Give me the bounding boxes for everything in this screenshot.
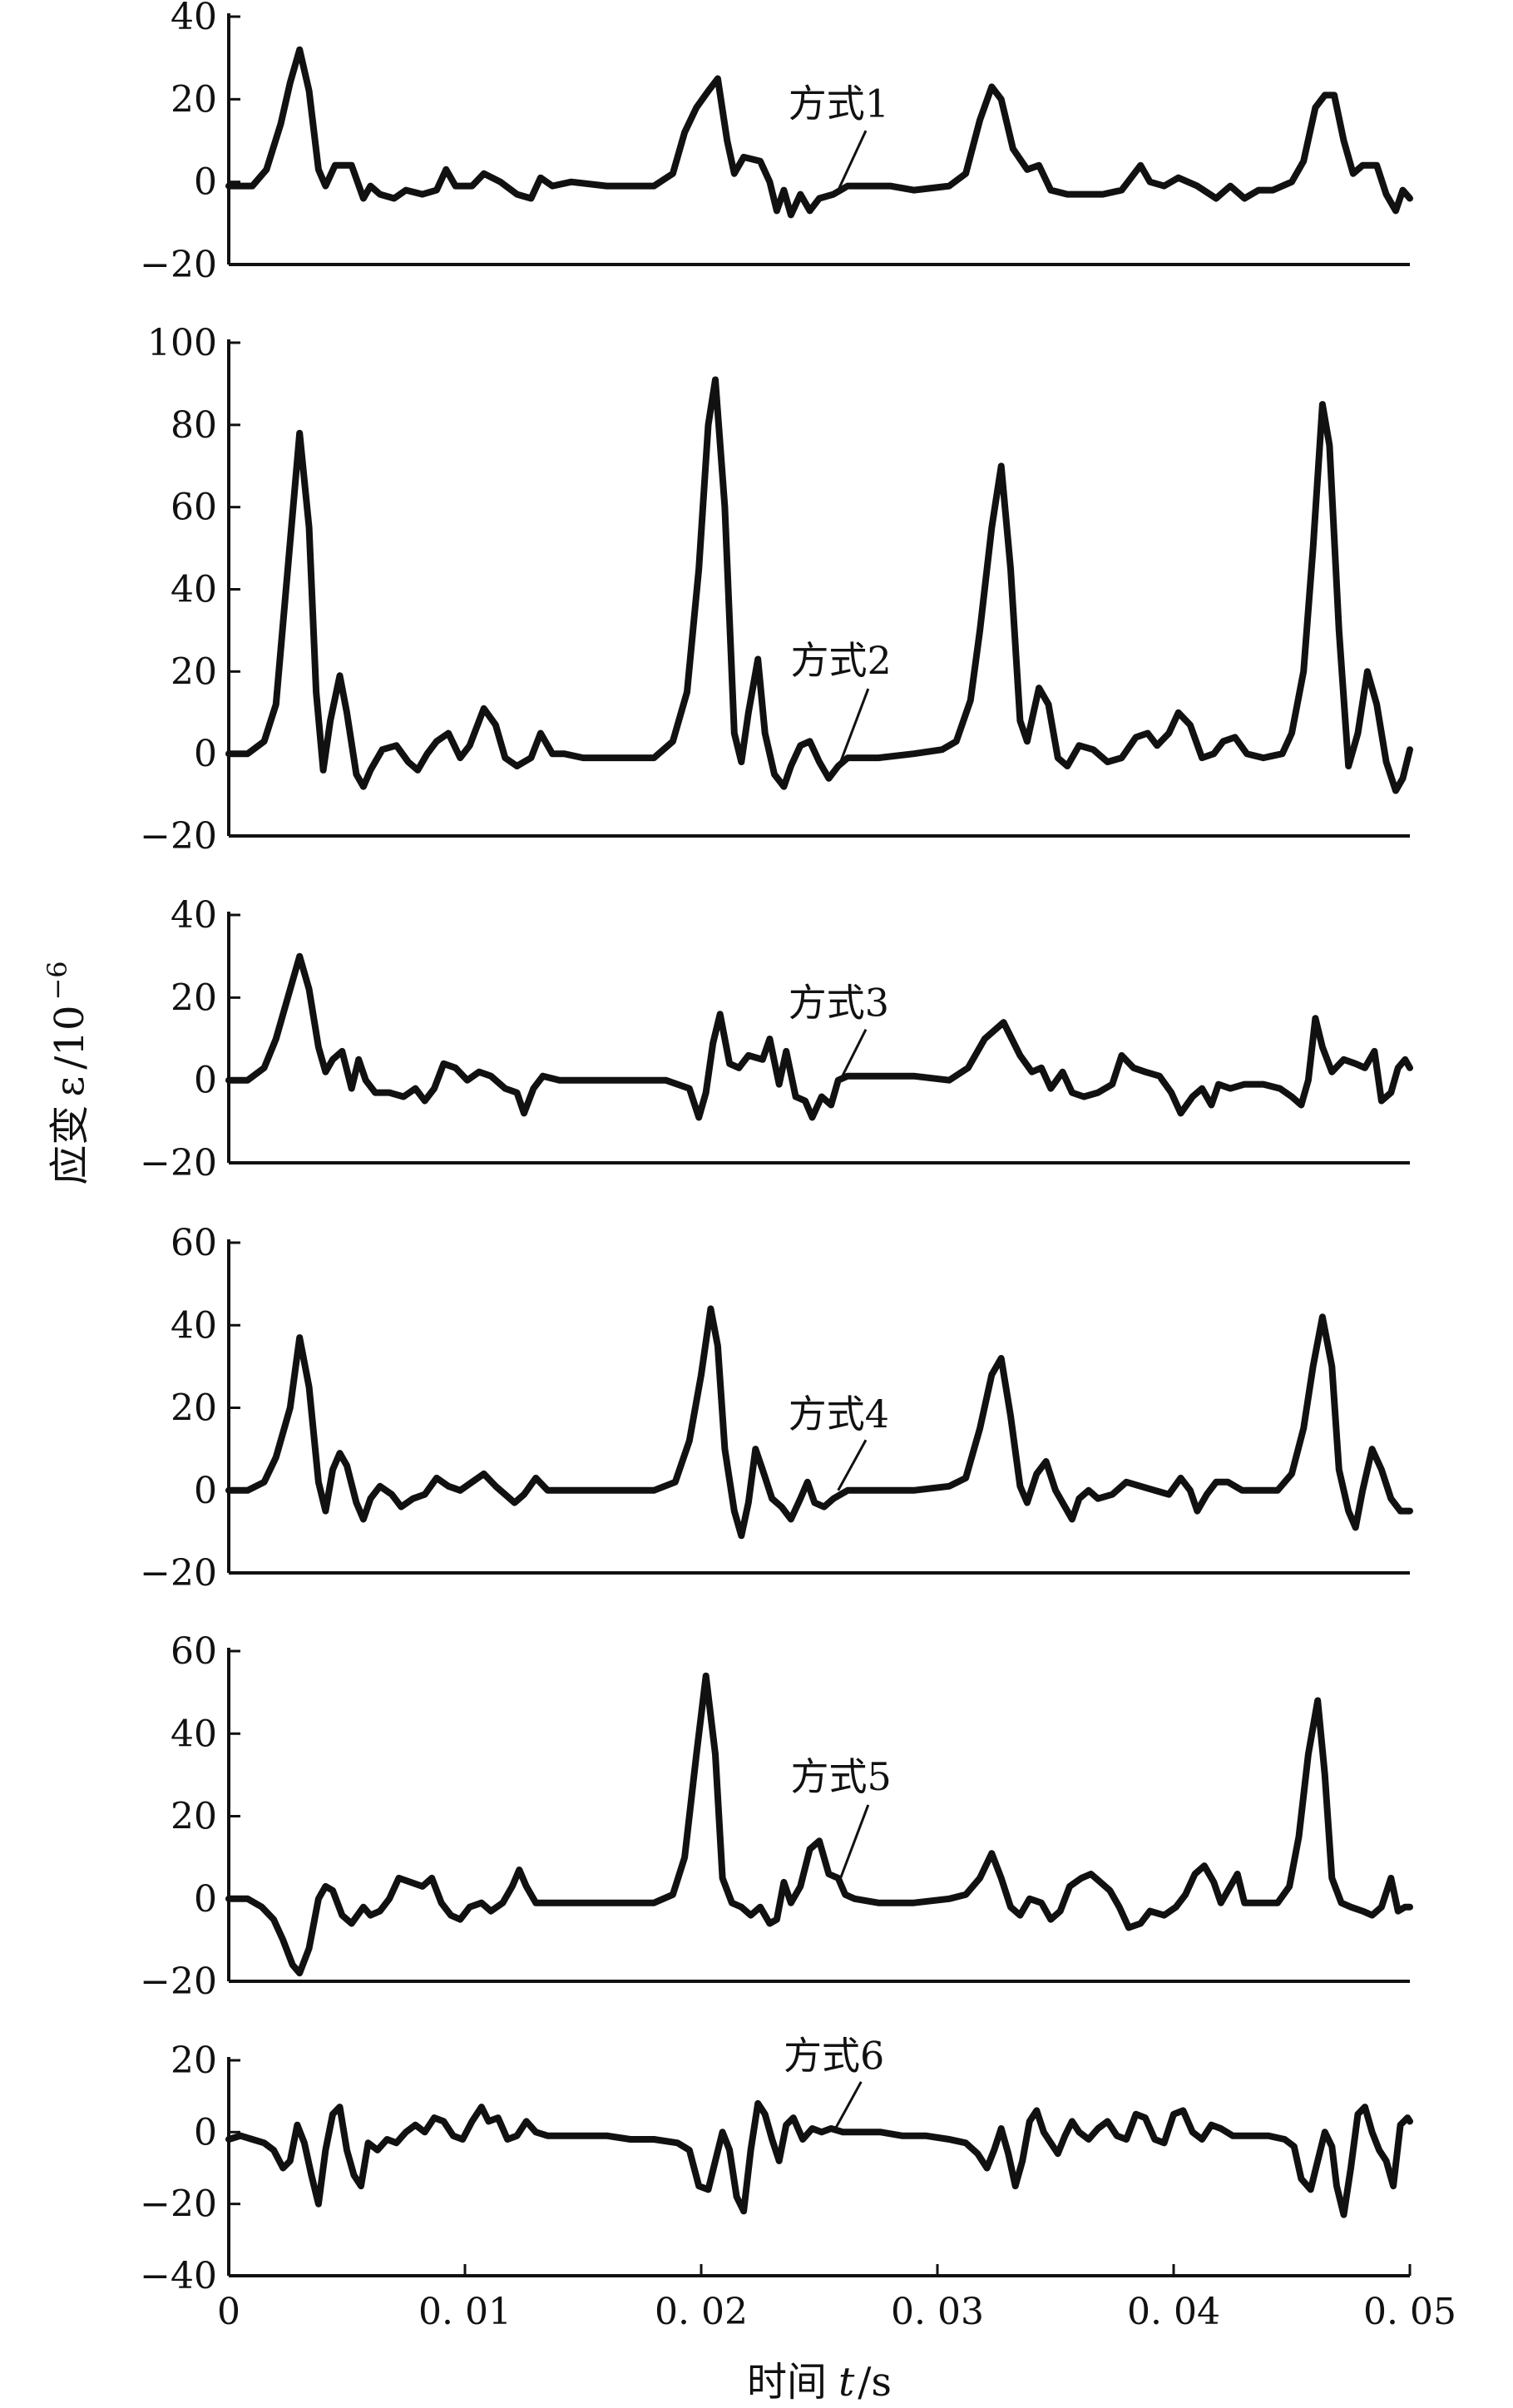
panel-6: −40 −20 0 20 方式6 [140, 2033, 1413, 2297]
x-axis: 0 0. 01 0. 02 0. 03 0. 04 0. 05 [217, 2264, 1456, 2333]
series-annotation: 方式4 [789, 1392, 889, 1436]
x-tick-label: 0 [217, 2291, 240, 2333]
series-annotation: 方式2 [791, 638, 892, 683]
y-tick-label: 0 [194, 161, 217, 204]
x-tick-label: 0. 03 [891, 2291, 984, 2333]
y-tick-label: 60 [171, 1222, 217, 1264]
y-tick-label: 20 [171, 78, 217, 121]
y-tick-label: 20 [171, 2040, 217, 2082]
y-tick-label: −20 [140, 244, 217, 286]
panel-3: −20 0 20 40 方式3 [140, 894, 1413, 1184]
series-annotation: 方式5 [791, 1754, 892, 1799]
x-axis-title-symbol: t [838, 2359, 855, 2406]
y-tick-label: 0 [194, 1060, 217, 1102]
annotation-leader [839, 688, 870, 763]
y-tick-label: 40 [171, 569, 217, 611]
y-axis-title-symbol: ε [47, 1076, 93, 1097]
y-axis-title-exponent: −6 [42, 961, 73, 1000]
x-tick-label: 0. 02 [655, 2291, 748, 2333]
y-tick-label: 60 [171, 1630, 217, 1673]
y-axis-title-label: 应变 [47, 1105, 93, 1185]
series-line-5 [225, 1672, 1413, 1977]
annotation-leader [837, 1028, 868, 1085]
panel-1: −20 0 20 40 方式1 [140, 0, 1413, 286]
series-line-2 [225, 376, 1413, 794]
series-line-1 [225, 46, 1413, 219]
y-tick-label: 60 [171, 487, 217, 529]
y-tick-label: 0 [194, 1470, 217, 1512]
series-line-4 [225, 1305, 1413, 1540]
y-axis-title: 应变 ε/10 −6 [42, 961, 93, 1184]
panel-4: −20 0 20 40 60 方式4 [140, 1222, 1413, 1595]
y-tick-label: −20 [140, 1552, 217, 1595]
panel-2: −20 0 20 40 60 80 100 方式2 [140, 322, 1413, 858]
y-tick-label: 20 [171, 977, 217, 1019]
annotation-leader [837, 1439, 868, 1491]
y-tick-label: −20 [140, 1961, 217, 2003]
y-tick-label: 40 [171, 894, 217, 937]
series-annotation: 方式6 [784, 2033, 884, 2078]
annotation-leader [839, 1804, 870, 1879]
y-tick-label: 40 [171, 0, 217, 38]
y-tick-label: −20 [140, 815, 217, 858]
y-tick-label: 80 [171, 404, 217, 447]
series-annotation: 方式3 [789, 981, 889, 1026]
y-tick-label: 40 [171, 1713, 217, 1755]
annotation-leader [837, 130, 868, 191]
panel-5: −20 0 20 40 60 方式5 [140, 1630, 1413, 2003]
y-tick-label: 20 [171, 650, 217, 693]
series-line-3 [225, 952, 1413, 1121]
x-tick-label: 0. 05 [1363, 2291, 1456, 2333]
series-annotation: 方式1 [789, 82, 889, 126]
chart-panels: −20 0 20 40 方式1 −20 0 20 40 60 80 100 方式2 −20 0 20 40 方式3… [140, 0, 1456, 2333]
y-tick-label: −40 [140, 2255, 217, 2297]
x-tick-label: 0. 01 [418, 2291, 512, 2333]
y-tick-label: −20 [140, 1142, 217, 1184]
y-tick-label: 0 [194, 733, 217, 775]
x-tick-label: 0. 04 [1127, 2291, 1220, 2333]
x-axis-title-unit: /s [858, 2359, 892, 2406]
annotation-leader [832, 2081, 863, 2134]
x-axis-title-label: 时间 [747, 2359, 827, 2406]
y-axis-title-unit: /10 [47, 1006, 93, 1070]
x-axis-title: 时间 t/s [747, 2359, 892, 2406]
y-tick-label: 0 [194, 2111, 217, 2153]
series-line-6 [225, 2099, 1413, 2218]
y-tick-label: 100 [147, 322, 217, 364]
y-tick-label: 20 [171, 1387, 217, 1430]
y-tick-label: 40 [171, 1304, 217, 1347]
y-tick-label: −20 [140, 2183, 217, 2226]
y-tick-label: 20 [171, 1796, 217, 1838]
y-tick-label: 0 [194, 1878, 217, 1921]
